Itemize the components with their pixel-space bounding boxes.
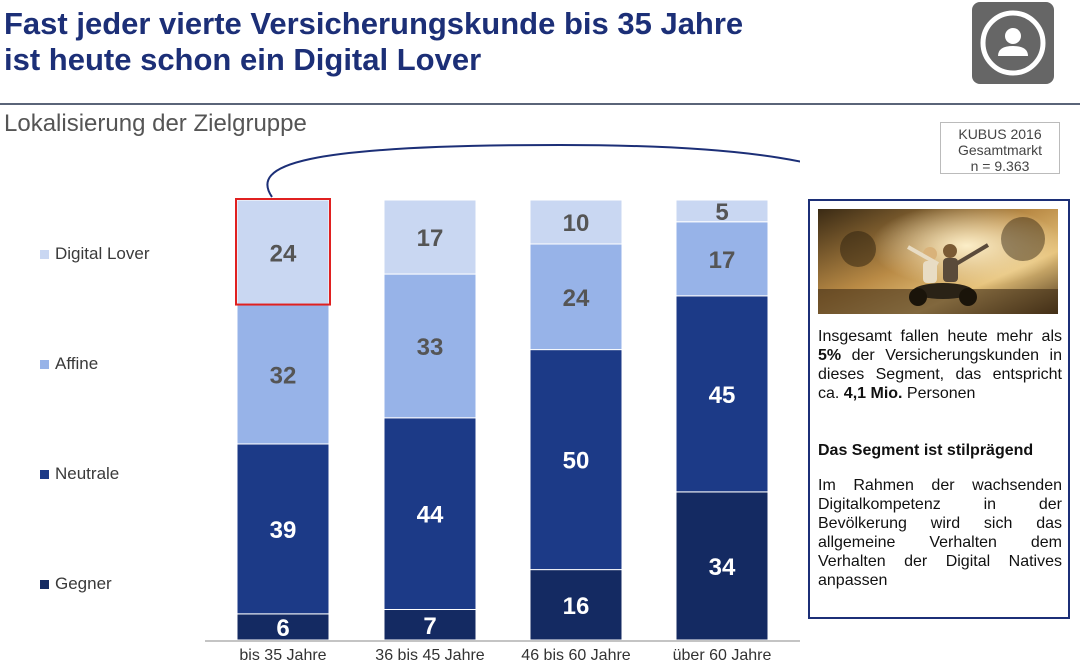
bar-neutrale-4 <box>675 295 769 493</box>
legend-item-affine: Affine <box>40 354 98 374</box>
legend-swatch <box>40 469 49 479</box>
subtitle: Lokalisierung der Zielgruppe <box>4 110 307 137</box>
bar-digital-lover-3 <box>529 199 623 245</box>
data-label-digital-lover-3: 10 <box>563 210 590 237</box>
info-p1-percent: 5% <box>818 347 842 364</box>
bar-gegner-1 <box>236 613 330 641</box>
x-tick-label-4: über 60 Jahre <box>673 647 772 663</box>
info-paragraph-1: Insgesamt fallen heute mehr als 5% der V… <box>818 327 1062 403</box>
info-heading: Das Segment ist stilprägend <box>818 442 1034 459</box>
stacked-bar-chart: 6 39 32 24 bis 35 Jahre 7 44 33 17 36 bis 45 Jahr… <box>205 143 800 663</box>
info-p1-amount: 4,1 Mio. <box>843 385 903 402</box>
bar-neutrale-3 <box>529 349 623 571</box>
data-label-affine-1: 32 <box>270 362 297 389</box>
x-tick-label-3: 46 bis 60 Jahre <box>521 647 631 663</box>
info-p1-a: Insgesamt fallen heute mehr als <box>818 328 1062 345</box>
bar-digital-lover-2 <box>383 199 477 275</box>
person-icon <box>970 0 1056 86</box>
info-p1-e: Personen <box>902 385 976 402</box>
bar-gegner-3 <box>529 569 623 641</box>
bar-digital-lover-4 <box>675 199 769 223</box>
bar-gegner-2 <box>383 609 477 641</box>
data-label-gegner-1: 6 <box>276 615 289 642</box>
source-line-1: KUBUS 2016 <box>958 126 1042 142</box>
bar-affine-1 <box>236 304 330 445</box>
bar-neutrale-1 <box>236 443 330 615</box>
bar-affine-2 <box>383 273 477 419</box>
legend-swatch <box>40 579 49 589</box>
data-label-gegner-2: 7 <box>423 613 436 640</box>
bar-neutrale-2 <box>383 417 477 611</box>
page-title: Fast jeder vierte Versicherungskunde bis… <box>4 6 743 78</box>
data-label-gegner-4: 34 <box>709 554 736 581</box>
title-divider <box>0 103 1080 105</box>
bar-affine-4 <box>675 221 769 297</box>
info-paragraph-2: Im Rahmen der wachsenden Digitalkompeten… <box>818 477 1062 589</box>
scooter-couple-photo <box>818 209 1058 314</box>
title-line-2: ist heute schon ein Digital Lover <box>4 42 482 77</box>
legend-label: Affine <box>55 354 99 373</box>
data-label-neutrale-1: 39 <box>270 517 297 544</box>
title-line-1: Fast jeder vierte Versicherungskunde bis… <box>4 6 744 41</box>
legend-label: Digital Lover <box>55 244 150 263</box>
legend-swatch <box>40 359 49 369</box>
legend-item-digital-lover: Digital Lover <box>40 244 150 264</box>
highlight-arrow <box>266 143 800 198</box>
bar-affine-3 <box>529 243 623 351</box>
data-label-affine-3: 24 <box>563 285 590 312</box>
legend-label: Gegner <box>55 574 112 593</box>
x-tick-label-1: bis 35 Jahre <box>239 647 326 663</box>
x-tick-label-2: 36 bis 45 Jahre <box>375 647 485 663</box>
data-label-digital-lover-1: 24 <box>270 240 297 267</box>
legend-swatch <box>40 249 49 259</box>
data-label-digital-lover-4: 5 <box>715 199 728 226</box>
data-label-affine-4: 17 <box>709 247 736 274</box>
data-label-neutrale-3: 50 <box>563 448 590 475</box>
bar-gegner-4 <box>675 491 769 641</box>
highlight-box <box>235 198 331 306</box>
data-label-gegner-3: 16 <box>563 593 590 620</box>
data-label-digital-lover-2: 17 <box>417 225 444 252</box>
data-label-neutrale-4: 45 <box>709 382 736 409</box>
info-p1-c: der Versicherungskunden in dieses Segmen… <box>818 347 1062 402</box>
data-label-affine-2: 33 <box>417 334 444 361</box>
source-box: KUBUS 2016 Gesamtmarkt n = 9.363 <box>940 122 1060 174</box>
source-line-3: n = 9.363 <box>970 158 1030 174</box>
info-box: Insgesamt fallen heute mehr als 5% der V… <box>808 199 1070 619</box>
source-line-2: Gesamtmarkt <box>957 142 1042 158</box>
legend-item-neutrale: Neutrale <box>40 464 119 484</box>
data-label-neutrale-2: 44 <box>417 502 444 529</box>
legend-item-gegner: Gegner <box>40 574 112 594</box>
legend-label: Neutrale <box>55 464 120 483</box>
info-text: Insgesamt fallen heute mehr als 5% der V… <box>818 327 1062 590</box>
